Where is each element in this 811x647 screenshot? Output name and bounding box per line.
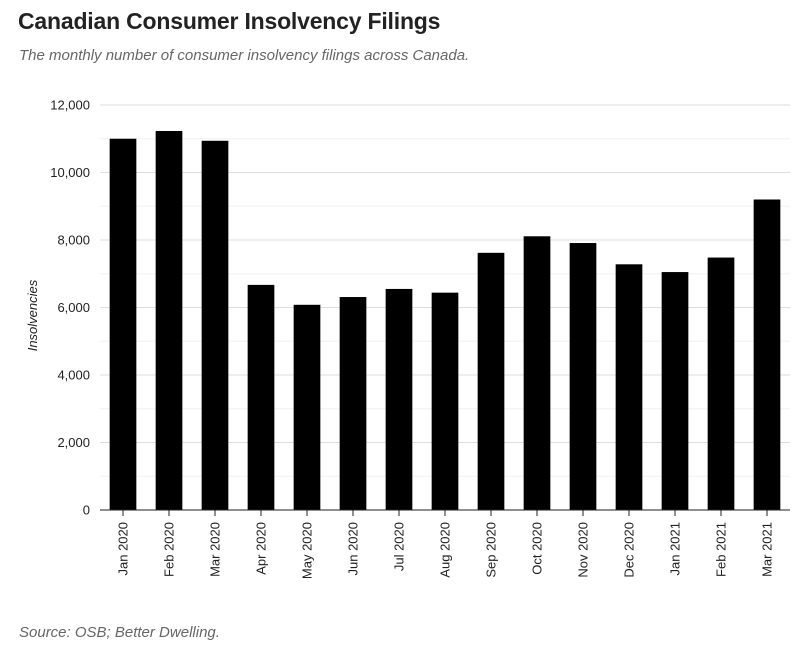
bar: [569, 243, 597, 510]
x-tick-label: Mar 2021: [760, 522, 775, 577]
y-tick-label: 0: [83, 503, 90, 518]
y-tick-label: 10,000: [50, 165, 90, 180]
x-tick-label: Sep 2020: [484, 522, 499, 578]
x-tick-label: Jan 2020: [116, 522, 131, 576]
bar: [155, 130, 183, 511]
bar: [201, 140, 229, 510]
x-tick-label: Jul 2020: [392, 522, 407, 571]
chart-title: Canadian Consumer Insolvency Filings: [18, 8, 441, 34]
bar: [385, 288, 413, 510]
x-axis-ticks: Jan 2020 Feb 2020 Mar 2020 Apr 2020 May 2020…: [116, 510, 775, 579]
y-tick-label: 12,000: [50, 98, 90, 113]
bar: [247, 284, 275, 510]
x-tick-label: Dec 2020: [622, 522, 637, 578]
x-tick-label: Aug 2020: [438, 522, 453, 578]
bar: [477, 252, 505, 510]
bar: [707, 257, 735, 510]
y-axis-ticks: 0 2,000 4,000 6,000 8,000 10,000 12,000: [50, 98, 90, 518]
bar: [615, 264, 643, 510]
x-tick-label: May 2020: [300, 522, 315, 579]
x-tick-label: Feb 2021: [714, 522, 729, 577]
y-axis-title: Insolvencies: [25, 279, 40, 351]
bar: [109, 138, 137, 510]
x-tick-label: Oct 2020: [530, 522, 545, 575]
bar: [431, 292, 459, 510]
bar: [753, 199, 781, 510]
bars: [109, 130, 781, 511]
bar: [523, 236, 551, 510]
bar: [293, 304, 321, 510]
x-tick-label: Mar 2020: [208, 522, 223, 577]
y-tick-label: 2,000: [57, 435, 90, 450]
x-tick-label: Jan 2021: [668, 522, 683, 576]
x-tick-label: Jun 2020: [346, 522, 361, 576]
chart-subtitle: The monthly number of consumer insolvenc…: [19, 47, 470, 64]
y-tick-label: 8,000: [57, 233, 90, 248]
x-tick-label: Nov 2020: [576, 522, 591, 578]
source-note: Source: OSB; Better Dwelling.: [19, 624, 220, 641]
y-tick-label: 4,000: [57, 368, 90, 383]
x-tick-label: Feb 2020: [162, 522, 177, 577]
bar: [661, 272, 689, 510]
bar: [339, 297, 367, 510]
y-tick-label: 6,000: [57, 300, 90, 315]
x-tick-label: Apr 2020: [254, 522, 269, 575]
